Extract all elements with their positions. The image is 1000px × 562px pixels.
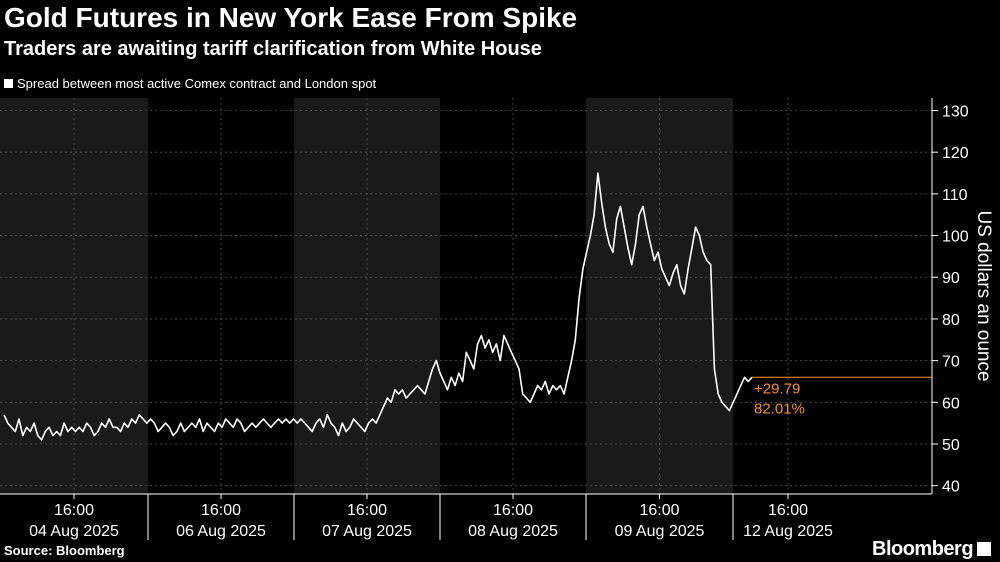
y-tick-label: 90 (942, 270, 960, 287)
annotation: +29.79 82.01% (754, 380, 805, 417)
x-tick-label-time: 16:00 (347, 502, 387, 519)
y-tick-label: 120 (942, 145, 969, 162)
x-tick-label-date: 12 Aug 2025 (743, 523, 833, 540)
y-tick-label: 40 (942, 479, 960, 496)
x-tick-label-date: 09 Aug 2025 (615, 523, 705, 540)
session-band (733, 98, 932, 494)
y-tick-label: 70 (942, 354, 960, 371)
annotation-change: +29.79 (754, 380, 800, 397)
legend: Spread between most active Comex contrac… (4, 76, 376, 91)
x-tick-label-date: 04 Aug 2025 (29, 523, 119, 540)
y-tick-label: 100 (942, 229, 969, 246)
annotation-pct: 82.01% (754, 400, 805, 417)
brand-name: Bloomberg (872, 538, 974, 560)
x-tick-label-time: 16:00 (54, 502, 94, 519)
x-tick-label-time: 16:00 (201, 502, 241, 519)
chart-subtitle: Traders are awaiting tariff clarificatio… (4, 38, 542, 60)
gridlines (0, 98, 932, 494)
x-ticks: 16:00 04 Aug 2025 16:00 06 Aug 2025 16:00 07 … (29, 494, 833, 540)
legend-label: Spread between most active Comex contrac… (17, 76, 377, 91)
x-tick-label-date: 08 Aug 2025 (468, 523, 558, 540)
series-line (3, 172, 753, 441)
y-tick-label: 50 (942, 437, 960, 454)
y-ticks: 40 50 60 70 80 90 100 110 120 130 (932, 104, 969, 496)
y-tick-label: 80 (942, 312, 960, 329)
brand-mark-icon (977, 542, 992, 556)
chart-title: Gold Futures in New York Ease From Spike (4, 2, 578, 33)
y-tick-label: 60 (942, 395, 960, 412)
x-tick-label-time: 16:00 (768, 502, 808, 519)
x-tick-label-date: 06 Aug 2025 (176, 523, 266, 540)
y-axis-label: US dollars an ounce (973, 210, 994, 381)
session-bands (0, 98, 932, 494)
y-tick-label: 130 (942, 104, 969, 121)
x-tick-label-time: 16:00 (639, 502, 679, 519)
y-tick-label: 110 (942, 187, 968, 204)
x-tick-label-date: 07 Aug 2025 (322, 523, 412, 540)
brand-logo: Bloomberg (872, 538, 992, 561)
x-tick-label-time: 16:00 (493, 502, 533, 519)
legend-swatch (4, 79, 13, 88)
source-note: Source: Bloomberg (4, 543, 125, 558)
